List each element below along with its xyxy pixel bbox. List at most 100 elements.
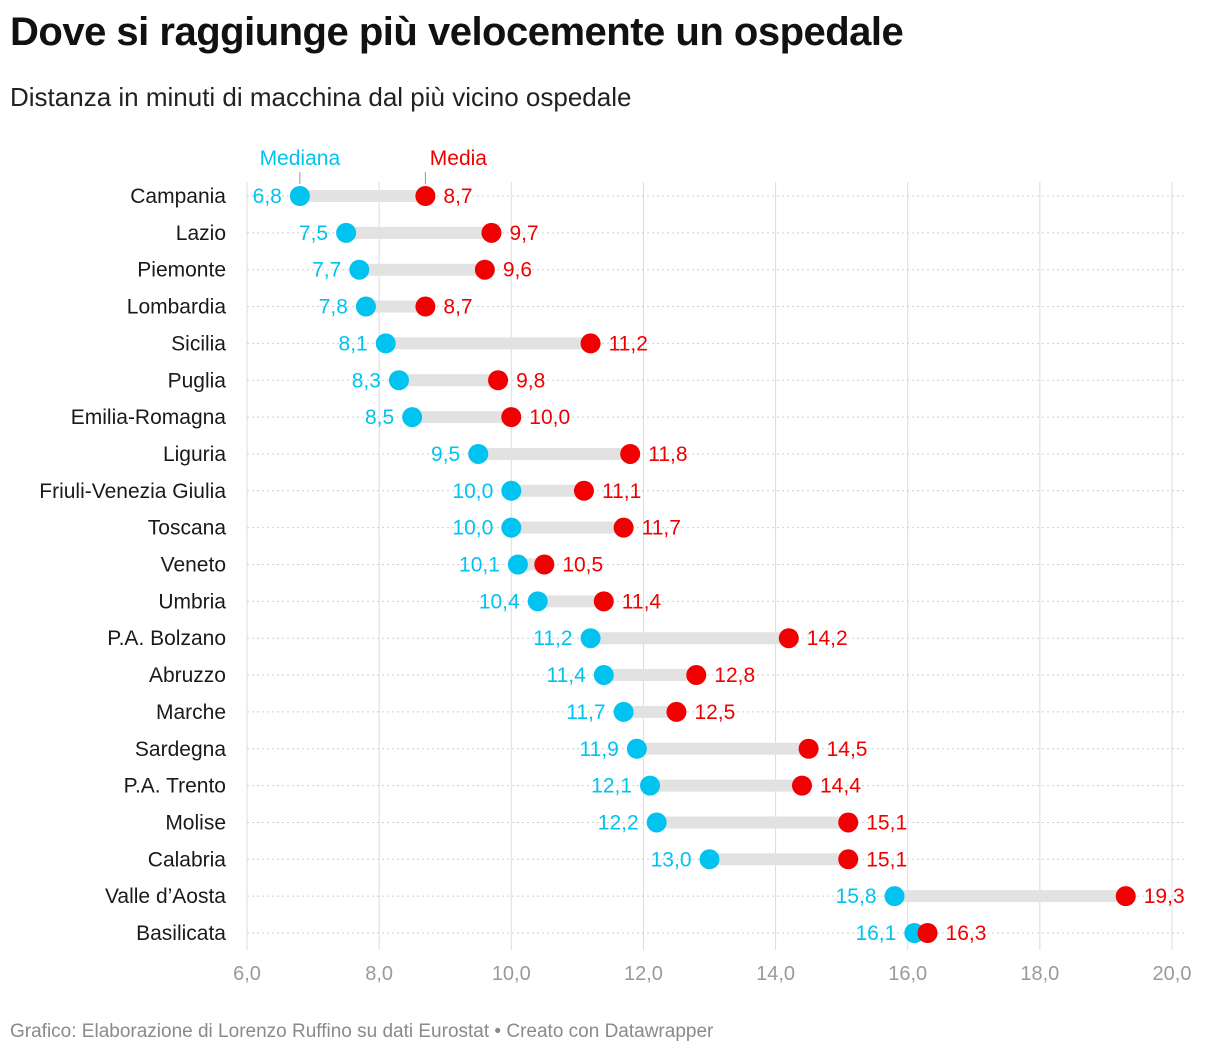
media-point [613, 517, 634, 538]
mediana-value-label: 9,5 [431, 443, 460, 466]
x-tick-label: 6,0 [233, 963, 261, 985]
mediana-point [468, 443, 489, 464]
media-point [501, 407, 522, 428]
mediana-value-label: 11,9 [579, 738, 618, 761]
mediana-point [289, 186, 310, 206]
mediana-value-label: 15,8 [836, 885, 877, 908]
mediana-value-label: 11,7 [566, 701, 605, 724]
category-label: Valle d’Aosta [105, 885, 226, 908]
media-point [481, 222, 502, 243]
media-point [1115, 886, 1136, 907]
chart-title: Dove si raggiunge più velocemente un osp… [10, 10, 904, 54]
grid-layer [246, 182, 1187, 950]
mediana-value-label: 11,2 [533, 627, 572, 650]
category-label: Lazio [176, 222, 226, 245]
media-point [792, 775, 812, 796]
data-points [289, 186, 1136, 943]
media-value-label: 11,1 [602, 480, 641, 503]
category-label: Liguria [163, 443, 226, 466]
mediana-point [626, 738, 647, 759]
mediana-point [336, 222, 357, 243]
x-tick-label: 18,0 [1020, 963, 1059, 985]
legend: Mediana Media [260, 147, 488, 184]
media-value-label: 12,5 [694, 701, 735, 724]
mediana-point [375, 333, 396, 354]
category-label: Umbria [158, 590, 226, 613]
category-label: Veneto [161, 554, 226, 577]
x-tick-label: 8,0 [365, 963, 393, 985]
media-value-label: 19,3 [1144, 885, 1185, 908]
media-value-label: 10,5 [562, 554, 603, 577]
mediana-value-label: 12,2 [598, 811, 639, 834]
legend-media: Media [430, 147, 488, 170]
mediana-value-label: 8,1 [339, 332, 368, 355]
x-tick-label: 10,0 [492, 963, 531, 985]
media-point [686, 665, 707, 686]
media-value-label: 12,8 [714, 664, 755, 687]
mediana-point [884, 886, 905, 907]
media-point [415, 186, 436, 206]
mediana-point [613, 701, 634, 722]
mediana-point [646, 812, 667, 833]
media-point [593, 591, 614, 612]
mediana-value-label: 10,1 [459, 554, 500, 577]
media-point [778, 628, 799, 649]
media-point [917, 923, 938, 943]
category-label: Piemonte [137, 259, 226, 282]
media-point [838, 849, 859, 870]
mediana-value-label: 7,7 [312, 259, 341, 282]
media-value-label: 9,7 [509, 222, 538, 245]
media-value-label: 8,7 [443, 296, 472, 319]
mediana-point [699, 849, 720, 870]
mediana-point [349, 259, 370, 280]
media-point [488, 370, 509, 391]
mediana-point [507, 554, 528, 575]
x-tick-label: 20,0 [1153, 963, 1192, 985]
mediana-point [501, 480, 522, 501]
mediana-point [640, 775, 661, 796]
media-value-label: 14,2 [807, 627, 848, 650]
source-footer: Grafico: Elaborazione di Lorenzo Ruffino… [10, 1021, 714, 1042]
category-label: Sicilia [171, 332, 226, 355]
value-labels: 6,8 8,7 7,5 9,7 7,7 9,6 7,8 8,7 8,1 11,2 8,3 9,8 8,5… [253, 185, 1185, 945]
media-point [798, 738, 819, 759]
media-value-label: 9,6 [503, 259, 532, 282]
media-value-label: 11,2 [609, 332, 648, 355]
x-tick-label: 14,0 [756, 963, 795, 985]
category-label: Campania [130, 185, 226, 208]
category-label: Sardegna [135, 738, 226, 761]
media-value-label: 11,4 [622, 590, 662, 613]
mediana-value-label: 8,5 [365, 406, 394, 429]
mediana-point [580, 628, 601, 649]
media-value-label: 11,7 [642, 517, 681, 540]
category-label: Friuli-Venezia Giulia [39, 480, 226, 503]
mediana-value-label: 6,8 [253, 185, 282, 208]
legend-mediana: Mediana [260, 147, 341, 170]
media-point [534, 554, 555, 575]
media-value-label: 11,8 [648, 443, 687, 466]
mediana-value-label: 12,1 [591, 775, 632, 798]
x-tick-label: 16,0 [888, 963, 927, 985]
category-label: P.A. Bolzano [107, 627, 226, 650]
chart-subtitle: Distanza in minuti di macchina dal più v… [10, 82, 632, 112]
mediana-value-label: 16,1 [855, 922, 896, 945]
category-labels: Campania Lazio Piemonte Lombardia Sicilia Pug… [39, 185, 226, 945]
category-label: Molise [165, 811, 226, 834]
media-value-label: 15,1 [866, 811, 907, 834]
category-label: Abruzzo [149, 664, 226, 687]
mediana-value-label: 13,0 [651, 848, 692, 871]
media-value-label: 8,7 [443, 185, 472, 208]
category-label: Calabria [148, 848, 227, 871]
media-point [573, 480, 594, 501]
media-point [415, 296, 436, 317]
media-point [580, 333, 601, 354]
mediana-value-label: 10,0 [452, 517, 493, 540]
category-label: Basilicata [136, 922, 226, 945]
mediana-value-label: 7,8 [319, 296, 348, 319]
mediana-point [355, 296, 376, 317]
mediana-point [402, 407, 423, 428]
media-value-label: 14,4 [820, 775, 861, 798]
mediana-value-label: 7,5 [299, 222, 328, 245]
category-label: Lombardia [127, 296, 227, 319]
